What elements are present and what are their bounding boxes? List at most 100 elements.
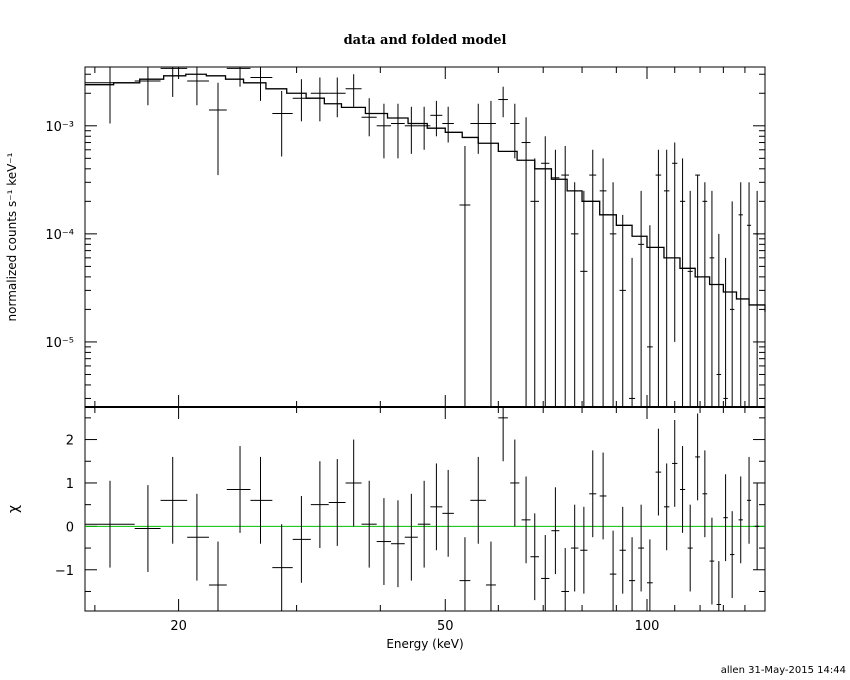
spectrum-data-point [746, 182, 752, 407]
residual-data-point [663, 463, 670, 551]
spectrum-data-point [716, 233, 722, 407]
spectrum-data-point [723, 257, 728, 407]
spectrum-data-point [510, 103, 520, 159]
spectrum-data-point [442, 106, 454, 143]
residual-data-point [755, 482, 760, 570]
spectrum-data-point [695, 174, 701, 407]
residual-data-point [442, 469, 454, 557]
residual-data-point [672, 420, 678, 507]
spectrum-data-point [672, 142, 678, 342]
spectrum-data-point [709, 190, 715, 407]
spectrum-data-point [561, 146, 570, 407]
residual-data-point [376, 498, 392, 585]
x-tick-label: 100 [635, 619, 660, 634]
residual-data-point [619, 506, 626, 594]
chart-title: data and folded model [344, 33, 507, 48]
spectrum-data-point [738, 182, 743, 407]
residual-data-point [187, 493, 209, 581]
residual-data-point [695, 413, 701, 501]
residual-data-point [628, 537, 636, 611]
spectrum-data-point [226, 67, 251, 87]
bottom-y-tick-label: −1 [55, 564, 74, 579]
spectrum-data-point [679, 158, 686, 407]
bottom-y-axis-label: χ [6, 505, 22, 513]
spectrum-data-point [663, 149, 670, 407]
residual-data-point [134, 485, 161, 572]
top-y-tick-label: 10⁻³ [45, 120, 74, 135]
spectrum-data-point [655, 149, 662, 407]
residual-data-point [599, 452, 607, 540]
residual-data-point [391, 500, 405, 588]
bottom-y-tick-labels: 2 1 0 −1 [55, 434, 74, 579]
residual-data-point [345, 439, 362, 527]
spectrum-data-point [391, 103, 405, 159]
residual-data-point [687, 504, 693, 592]
residual-data-point [226, 446, 251, 533]
footer-stamp: allen 31-May-2015 14:44 [721, 665, 846, 676]
residual-data-point [609, 530, 617, 611]
residual-data-point [160, 456, 188, 544]
spectrum-data-point [702, 182, 708, 407]
residual-data-point [589, 450, 597, 538]
residual-data-point [310, 461, 329, 549]
residual-data-point [646, 539, 653, 611]
spectrum-data-point [530, 158, 540, 407]
residual-data-point [328, 459, 346, 546]
x-tick-label: 50 [437, 619, 454, 634]
residual-data-point [459, 537, 471, 611]
residual-data-point [404, 493, 418, 581]
spectrum-data-point [755, 190, 760, 407]
top-y-tick-label: 10⁻⁵ [45, 336, 74, 351]
residual-data-point [729, 511, 735, 598]
residual-data-point [716, 561, 722, 611]
spectrum-data-point [521, 117, 531, 407]
bottom-y-tick-label: 0 [66, 520, 74, 535]
spectrum-data-point [609, 182, 617, 407]
residual-data-point [723, 474, 728, 562]
spectrum-data-point [485, 100, 496, 407]
residual-data-point [570, 504, 579, 592]
residual-data-point [361, 480, 377, 568]
spectrum-data-point [619, 214, 626, 407]
top-panel-data-points [85, 67, 760, 407]
spectrum-data-point [160, 67, 188, 97]
top-y-tick-labels: 10⁻³ 10⁻⁴ 10⁻⁵ [45, 120, 74, 351]
spectrum-data-point [310, 77, 329, 122]
residual-data-point [430, 463, 443, 551]
spectrum-data-point [292, 79, 311, 122]
folded-model-step-line [85, 73, 766, 312]
residual-data-point [551, 487, 560, 575]
spectrum-data-point [250, 67, 273, 101]
spectrum-data-point [646, 225, 653, 407]
bottom-y-tick-label: 2 [66, 434, 74, 449]
spectrum-data-point [376, 103, 392, 159]
spectrum-data-point [570, 182, 579, 407]
residual-data-point [580, 506, 588, 594]
spectrum-data-point [589, 149, 597, 407]
top-y-axis-label: normalized counts s⁻¹ keV⁻¹ [5, 152, 19, 321]
spectrum-data-point [459, 146, 471, 407]
spectrum-data-point [430, 100, 443, 137]
spectrum-data-point [628, 257, 636, 407]
residual-data-point [85, 480, 135, 568]
top-y-tick-label: 10⁻⁴ [45, 228, 74, 243]
spectrum-data-point [638, 190, 645, 407]
spectrum-data-point [580, 190, 588, 407]
spectrum-data-point [187, 67, 209, 106]
residual-data-point [530, 513, 540, 601]
spectrum-data-point [687, 190, 693, 407]
spectrum-data-point [272, 90, 293, 157]
spectrum-data-point [551, 149, 560, 407]
x-axis-label: Energy (keV) [386, 637, 463, 651]
bottom-panel-residual-points [85, 407, 760, 611]
residual-data-point [655, 428, 662, 516]
residual-data-point [746, 456, 752, 544]
x-axis-ticks [94, 67, 766, 611]
top-panel-ticks [85, 73, 765, 399]
x-tick-label: 20 [170, 619, 187, 634]
spectrum-data-point [85, 67, 135, 124]
residual-data-point [292, 495, 311, 583]
spectrum-data-point [404, 106, 418, 154]
spectrum-data-point [345, 74, 362, 107]
spectrum-data-point [361, 98, 377, 137]
